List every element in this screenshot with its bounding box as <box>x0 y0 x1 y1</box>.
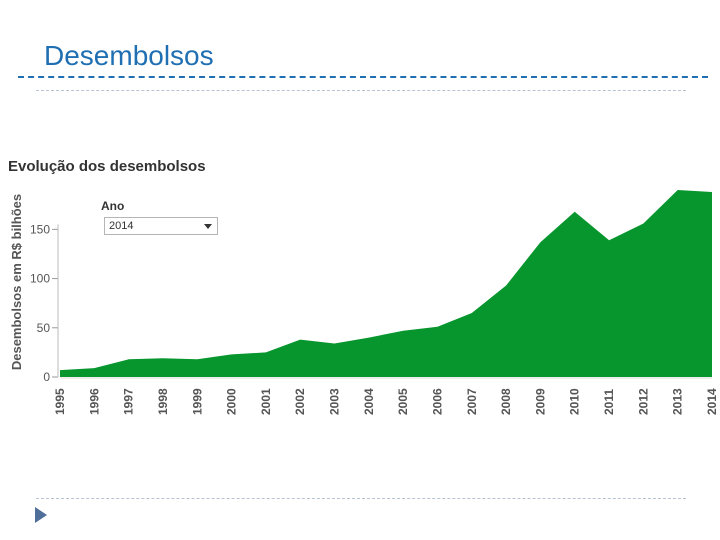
y-tick-label: 50 <box>37 321 51 335</box>
y-tick-label: 150 <box>30 222 50 236</box>
x-tick-label: 2013 <box>671 388 685 415</box>
x-tick-label: 1996 <box>87 388 101 415</box>
y-axis-label: Desembolsos em R$ bilhões <box>9 194 24 370</box>
x-tick-label: 2007 <box>465 388 479 415</box>
x-tick-label: 2004 <box>362 388 376 415</box>
slide-title: Desembolsos <box>44 40 214 71</box>
area-series <box>60 190 712 377</box>
desembolsos-area-chart: Desembolsos em R$ bilhões 0 50 100 150 1995… <box>9 190 719 415</box>
year-dropdown-value: 2014 <box>109 220 134 232</box>
chevron-down-icon[interactable] <box>204 224 212 229</box>
x-tick-label: 2008 <box>499 388 513 415</box>
title-divider <box>18 76 708 78</box>
y-tick-label: 0 <box>43 370 50 384</box>
x-tick-label: 2014 <box>705 388 719 415</box>
x-tick-label: 2002 <box>293 388 307 415</box>
top-dashed-line <box>36 90 686 91</box>
x-tick-label: 2005 <box>396 388 410 415</box>
x-tick-label: 2003 <box>328 388 342 415</box>
x-axis: 1995 1996 1997 1998 1999 2000 2001 2002 2003 2004… <box>53 377 719 415</box>
x-tick-label: 1998 <box>156 388 170 415</box>
x-tick-label: 2009 <box>533 388 547 415</box>
year-filter: Ano 2014 <box>101 199 218 235</box>
x-tick-label: 2000 <box>225 388 239 415</box>
play-arrow-icon[interactable] <box>35 507 47 523</box>
year-filter-label: Ano <box>101 199 125 213</box>
year-dropdown[interactable]: 2014 <box>104 217 218 235</box>
x-tick-label: 1995 <box>53 388 67 415</box>
x-tick-label: 2012 <box>636 388 650 415</box>
x-tick-label: 2006 <box>430 388 444 415</box>
x-tick-label: 2011 <box>602 389 616 415</box>
chart-title: Evolução dos desembolsos <box>8 158 206 175</box>
y-tick-label: 100 <box>30 272 50 286</box>
y-axis: 0 50 100 150 <box>30 222 59 384</box>
x-tick-label: 2001 <box>259 388 273 415</box>
bottom-dashed-line <box>36 498 686 499</box>
x-tick-label: 2010 <box>568 388 582 415</box>
x-tick-label: 1999 <box>190 388 204 415</box>
x-tick-label: 1997 <box>122 388 136 415</box>
